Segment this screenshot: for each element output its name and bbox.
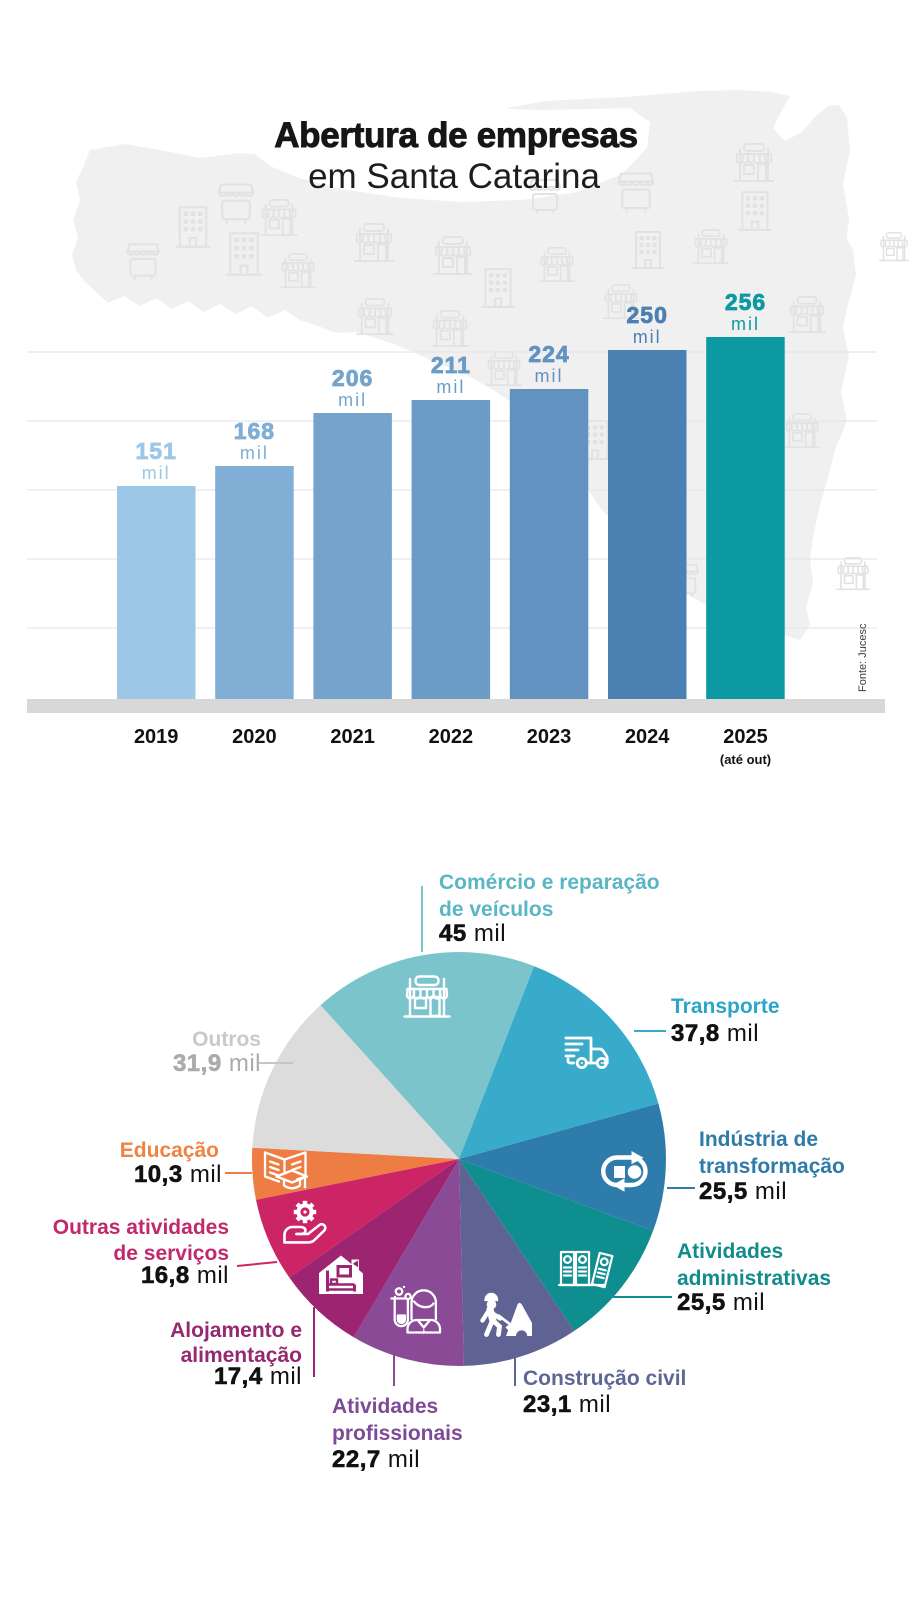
svg-text:alimentação: alimentação xyxy=(181,1344,302,1367)
svg-text:profissionais: profissionais xyxy=(332,1422,463,1445)
svg-text:2025: 2025 xyxy=(723,726,768,748)
svg-text:17,4 mil: 17,4 mil xyxy=(214,1363,302,1390)
svg-text:2023: 2023 xyxy=(527,726,572,748)
svg-text:16,8 mil: 16,8 mil xyxy=(141,1262,229,1289)
svg-text:mil: mil xyxy=(731,314,760,334)
svg-text:Atividades: Atividades xyxy=(332,1395,438,1418)
svg-text:31,9 mil: 31,9 mil xyxy=(173,1050,261,1077)
svg-text:10,3 mil: 10,3 mil xyxy=(134,1161,222,1188)
svg-text:2022: 2022 xyxy=(429,726,474,748)
svg-text:2021: 2021 xyxy=(330,726,375,748)
svg-text:151: 151 xyxy=(136,438,177,464)
svg-text:Abertura de empresas: Abertura de empresas xyxy=(274,116,638,155)
svg-text:(até out): (até out) xyxy=(720,752,771,767)
svg-text:Alojamento e: Alojamento e xyxy=(170,1319,302,1342)
svg-text:25,5 mil: 25,5 mil xyxy=(677,1289,765,1316)
svg-text:Indústria de: Indústria de xyxy=(699,1128,818,1151)
svg-text:2020: 2020 xyxy=(232,726,277,748)
svg-text:de veículos: de veículos xyxy=(439,898,553,921)
svg-text:mil: mil xyxy=(338,390,367,410)
svg-text:mil: mil xyxy=(535,366,564,386)
svg-text:Fonte: Jucesc: Fonte: Jucesc xyxy=(857,623,869,692)
svg-text:mil: mil xyxy=(240,443,269,463)
svg-text:mil: mil xyxy=(436,377,465,397)
svg-text:em Santa Catarina: em Santa Catarina xyxy=(308,157,600,196)
svg-text:211: 211 xyxy=(431,352,471,378)
svg-text:mil: mil xyxy=(633,327,662,347)
svg-text:Educação: Educação xyxy=(120,1139,219,1162)
svg-text:37,8 mil: 37,8 mil xyxy=(671,1020,759,1047)
svg-text:Construção civil: Construção civil xyxy=(523,1367,686,1390)
svg-text:168: 168 xyxy=(234,418,275,444)
svg-text:administrativas: administrativas xyxy=(677,1267,831,1290)
svg-text:Outros: Outros xyxy=(192,1028,261,1051)
svg-text:256: 256 xyxy=(725,289,766,315)
svg-text:transformação: transformação xyxy=(699,1155,845,1178)
svg-text:22,7 mil: 22,7 mil xyxy=(332,1446,420,1473)
svg-text:Comércio e reparação: Comércio e reparação xyxy=(439,871,660,894)
svg-text:2019: 2019 xyxy=(134,726,179,748)
svg-text:Atividades: Atividades xyxy=(677,1240,783,1263)
svg-text:45 mil: 45 mil xyxy=(439,920,506,947)
svg-text:2024: 2024 xyxy=(625,726,670,748)
svg-text:23,1 mil: 23,1 mil xyxy=(523,1391,611,1418)
svg-text:250: 250 xyxy=(627,302,668,328)
svg-text:224: 224 xyxy=(528,341,569,367)
svg-text:Transporte: Transporte xyxy=(671,995,780,1018)
svg-text:206: 206 xyxy=(332,365,373,391)
svg-text:Outras atividades: Outras atividades xyxy=(53,1216,229,1239)
svg-text:mil: mil xyxy=(142,463,171,483)
svg-text:de serviços: de serviços xyxy=(113,1242,229,1265)
svg-text:25,5 mil: 25,5 mil xyxy=(699,1178,787,1205)
